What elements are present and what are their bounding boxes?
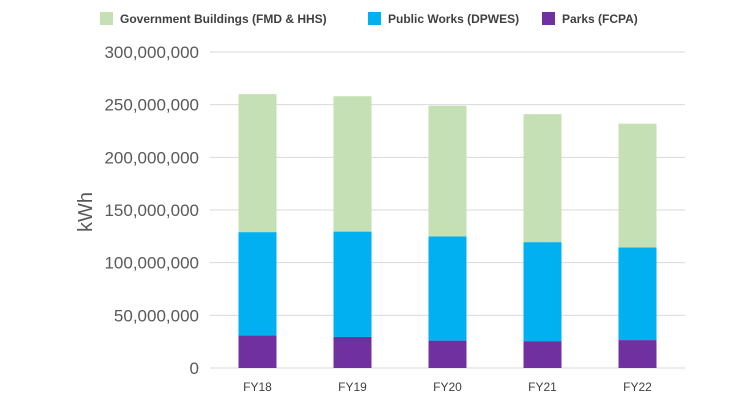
y-tick-label: 300,000,000 — [104, 43, 199, 62]
legend-swatch — [100, 12, 113, 25]
x-tick-label: FY21 — [528, 380, 557, 394]
x-tick-label: FY18 — [243, 380, 272, 394]
bar-segment — [428, 105, 467, 237]
x-tick-label: FY20 — [433, 380, 462, 394]
bar-segment — [523, 341, 562, 368]
bar-segment — [618, 247, 657, 341]
bar-segment — [618, 340, 657, 368]
bar-segment — [238, 94, 277, 233]
bar-segment — [238, 335, 277, 368]
legend-item: Government Buildings (FMD & HHS) — [100, 12, 327, 26]
y-tick-label: 250,000,000 — [104, 96, 199, 115]
y-axis-ticks: 0 50,000,000 100,000,000 150,000,000 200,000… — [104, 43, 199, 378]
legend-item: Parks (FCPA) — [542, 12, 638, 26]
legend-label: Parks (FCPA) — [562, 12, 638, 26]
bar-segment — [523, 114, 562, 243]
y-axis-title: kWh — [75, 192, 97, 232]
x-axis-ticks: FY18 FY19 FY20 FY21 FY22 — [243, 380, 652, 394]
bar-segment — [428, 340, 467, 368]
bar-segment — [618, 123, 657, 248]
bar-segment — [333, 96, 372, 232]
bar-segment — [523, 242, 562, 342]
x-tick-label: FY19 — [338, 380, 367, 394]
bar-segment — [333, 231, 372, 337]
legend-item: Public Works (DPWES) — [368, 12, 519, 26]
legend-label: Government Buildings (FMD & HHS) — [120, 12, 327, 26]
bar-segment — [333, 336, 372, 368]
bars — [238, 94, 657, 368]
legend-label: Public Works (DPWES) — [388, 12, 519, 26]
legend-swatch — [368, 12, 381, 25]
y-tick-label: 50,000,000 — [114, 306, 199, 325]
legend: Government Buildings (FMD & HHS) Public W… — [100, 12, 638, 26]
bar-segment — [428, 236, 467, 341]
x-tick-label: FY22 — [623, 380, 652, 394]
y-tick-label: 0 — [190, 359, 199, 378]
bar-segment — [238, 232, 277, 336]
y-tick-label: 150,000,000 — [104, 201, 199, 220]
y-tick-label: 200,000,000 — [104, 148, 199, 167]
y-tick-label: 100,000,000 — [104, 254, 199, 273]
legend-swatch — [542, 12, 555, 25]
